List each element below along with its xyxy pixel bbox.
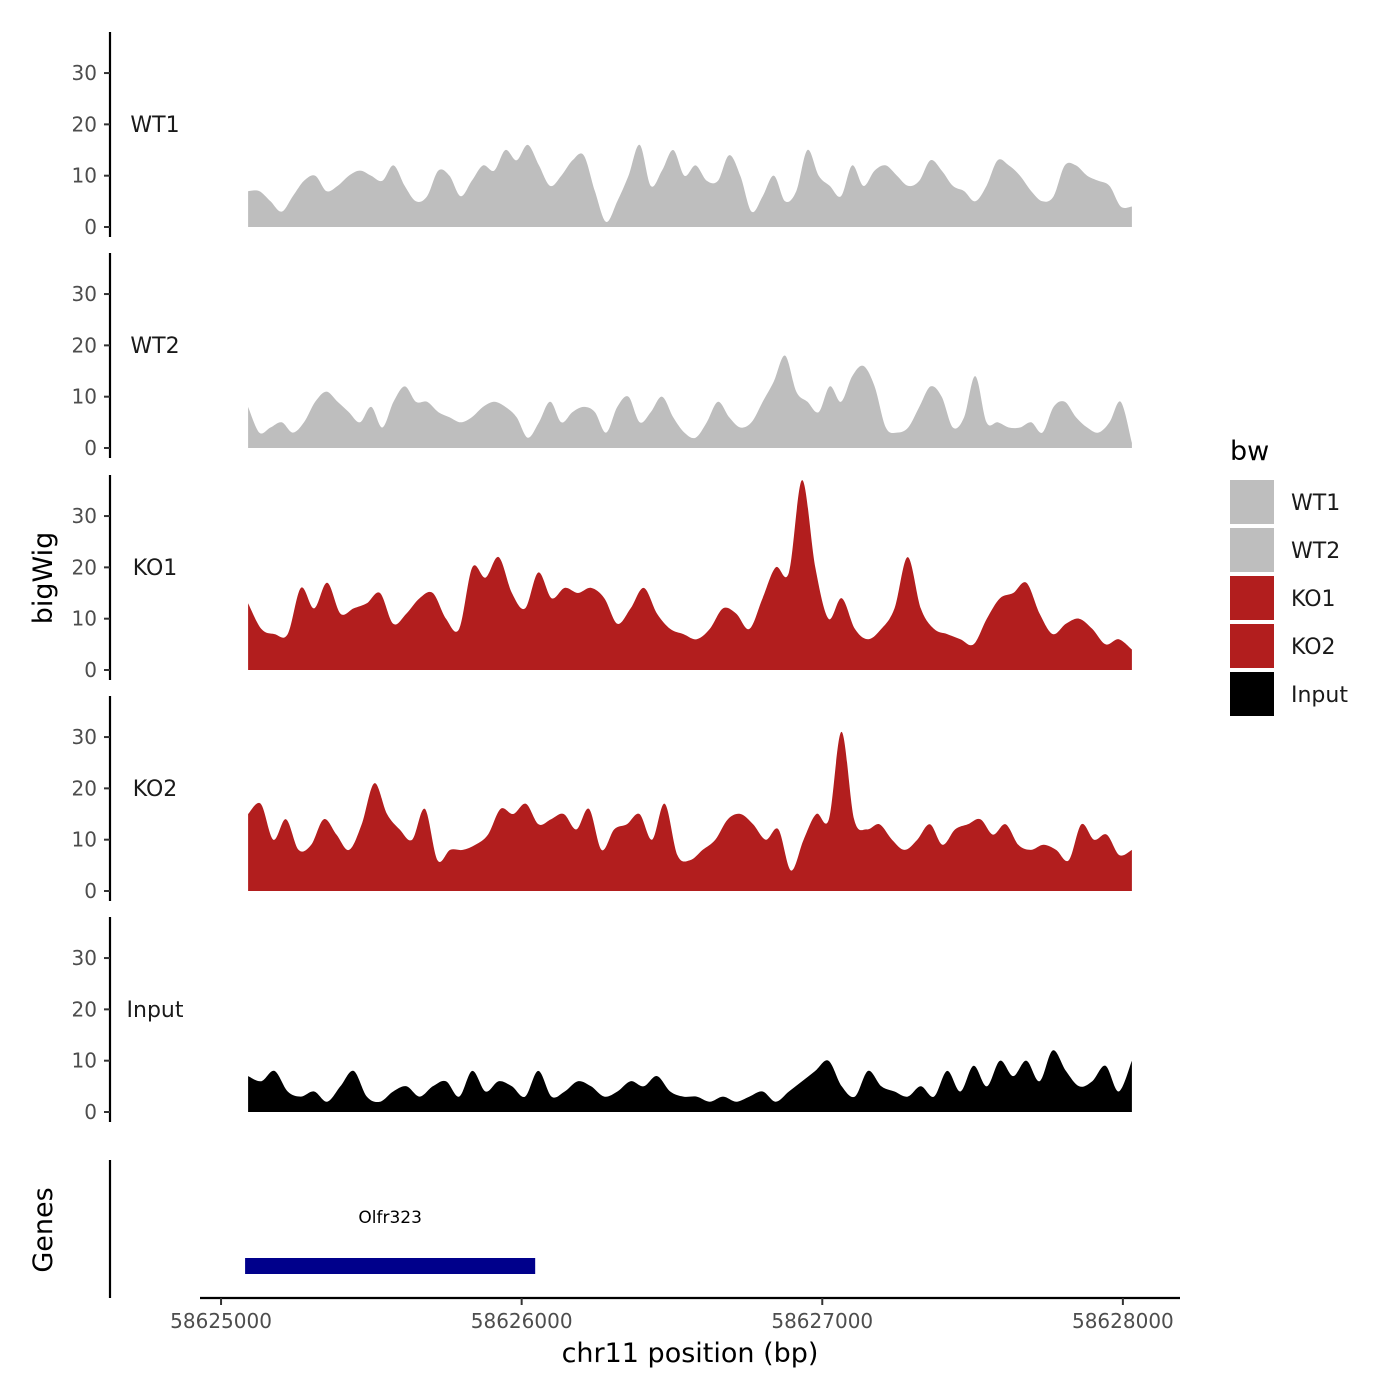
legend-label: WT2 <box>1291 539 1340 564</box>
track-wt2: 0 10 20 30 WT2 <box>72 253 1132 460</box>
y-tick-label: 10 <box>72 607 97 631</box>
y-tick-label: 10 <box>72 1049 97 1073</box>
y-tick-label: 10 <box>72 828 97 852</box>
y-tick-label: 30 <box>72 725 97 749</box>
y-tick-label: 30 <box>72 504 97 528</box>
y-tick-label: 20 <box>72 333 97 357</box>
legend-key <box>1230 480 1274 524</box>
y-tick-label: 0 <box>84 879 97 903</box>
track-label: KO2 <box>133 777 178 802</box>
track-label: KO1 <box>133 556 178 581</box>
track-ko1: 0 10 20 30 KO1 <box>72 475 1132 682</box>
coverage-area-wt1 <box>248 144 1132 227</box>
x-axis-title: chr11 position (bp) <box>562 1338 819 1369</box>
legend-label: WT1 <box>1291 491 1340 516</box>
track-wt1: 0 10 20 30 WT1 <box>72 32 1132 239</box>
track-ko2: 0 10 20 30 KO2 <box>72 696 1132 903</box>
gene-panel: Olfr323 <box>108 1160 536 1298</box>
y-tick-label: 10 <box>72 164 97 188</box>
gene-label: Olfr323 <box>358 1208 422 1228</box>
coverage-area-input <box>248 1050 1132 1112</box>
y-tick-label: 20 <box>72 112 97 136</box>
y-tick-label: 20 <box>72 776 97 800</box>
y-tick-label: 0 <box>84 215 97 239</box>
y-tick-label: 10 <box>72 385 97 409</box>
x-tick-label: 58628000 <box>1072 1309 1174 1333</box>
y-tick-label: 30 <box>72 282 97 306</box>
gene-track-title: Genes <box>28 1187 59 1272</box>
track-panels: 0 10 20 30 WT1 0 10 20 30 WT2 0 10 20 30 KO1 0 10 20 30 KO2… <box>72 32 1132 1124</box>
y-tick-label: 0 <box>84 1100 97 1124</box>
y-axis-title: bigWig <box>28 532 59 625</box>
legend-key <box>1230 624 1274 668</box>
legend-key <box>1230 576 1274 620</box>
x-tick-label: 58626000 <box>471 1309 573 1333</box>
x-tick-label: 58625000 <box>170 1309 272 1333</box>
y-tick-label: 30 <box>72 61 97 85</box>
legend-key <box>1230 672 1274 716</box>
y-tick-label: 0 <box>84 658 97 682</box>
track-label: WT1 <box>130 113 179 138</box>
legend-label: KO1 <box>1291 587 1336 612</box>
track-input: 0 10 20 30 Input <box>72 917 1132 1124</box>
y-tick-label: 30 <box>72 946 97 970</box>
legend-title: bw <box>1230 436 1269 467</box>
x-tick-label: 58627000 <box>771 1309 873 1333</box>
coverage-area-ko2 <box>248 731 1132 891</box>
legend: bw WT1 WT2 KO1 KO2 Input <box>1230 436 1348 716</box>
track-label: Input <box>127 998 184 1023</box>
legend-key <box>1230 528 1274 572</box>
legend-label: Input <box>1291 683 1348 708</box>
track-label: WT2 <box>130 334 179 359</box>
legend-label: KO2 <box>1291 635 1336 660</box>
y-tick-label: 20 <box>72 555 97 579</box>
y-tick-label: 20 <box>72 997 97 1021</box>
y-tick-label: 0 <box>84 436 97 460</box>
coverage-area-ko1 <box>248 480 1132 670</box>
coverage-area-wt2 <box>248 355 1132 448</box>
x-axis: 58625000 58626000 58627000 58628000 <box>170 1296 1180 1333</box>
gene-body <box>245 1258 536 1274</box>
